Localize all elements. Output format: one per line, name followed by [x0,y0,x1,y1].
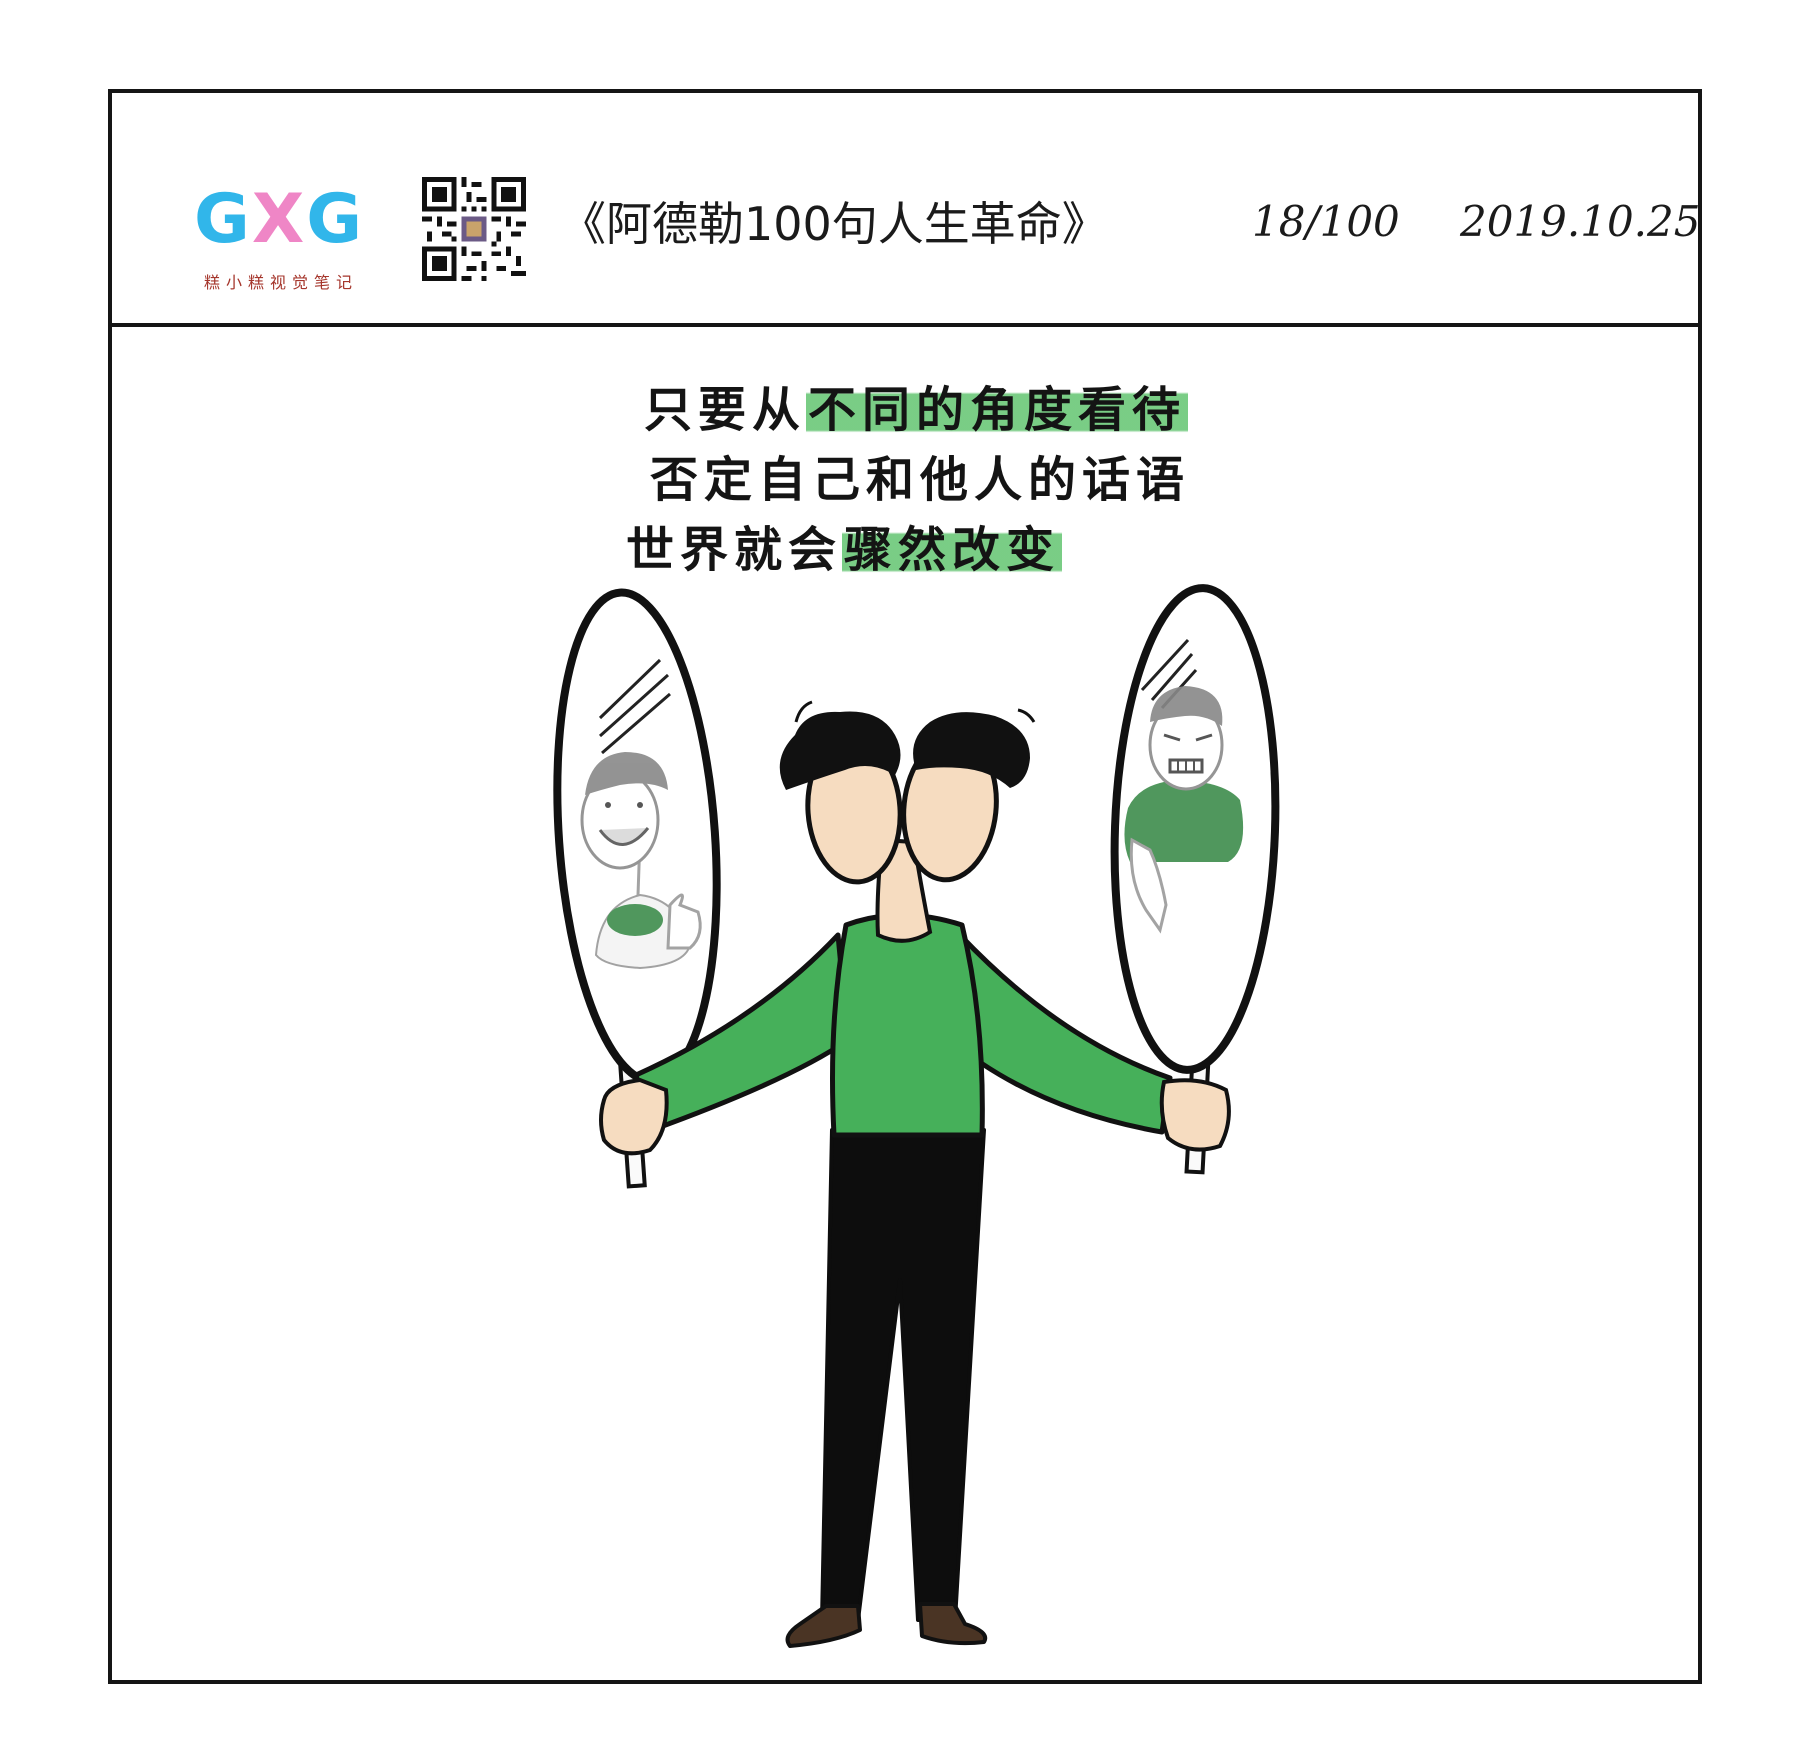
quote-line-1-plain: 只要从 [644,382,807,438]
quote-line-2-plain: 否定自己和他人的话语 [650,452,1191,508]
right-head [901,708,1036,883]
logo-letter-g: G [194,180,252,259]
header-bar: GXG 糕小糕视觉笔记 《阿德勒100句人生革命》 18/1 [112,93,1701,327]
logo-letter-g2: G [306,180,365,259]
quote-line-2: 否定自己和他人的话语 [650,440,1190,510]
quote-line-3: 世界就会骤然改变 [626,510,1063,580]
right-mirror [1110,584,1280,1175]
right-reflection [1124,686,1244,934]
quote-line-3-highlight: 骤然改变 [842,522,1063,578]
brand-logo: GXG 糕小糕视觉笔记 [194,175,404,295]
logo-letter-x: X [251,180,307,259]
qr-code-icon [422,177,526,281]
left-reflection [580,752,702,970]
logo-subtitle: 糕小糕视觉笔记 [204,273,359,292]
left-head [779,700,903,885]
comic-frame: GXG 糕小糕视觉笔记 《阿德勒100句人生革命》 18/1 [108,89,1702,1684]
person-figure [599,700,1231,1648]
quote-line-1-highlight: 不同的角度看待 [806,382,1189,438]
quote-line-1: 只要从不同的角度看待 [644,370,1189,440]
logo-wordmark: GXG [194,175,364,265]
series-title: 《阿德勒100句人生革命》 [560,197,1108,251]
episode-counter: 18/100 [1252,197,1400,246]
publish-date: 2019.10.25 [1460,197,1701,246]
quote-line-3-plain: 世界就会 [626,522,843,578]
